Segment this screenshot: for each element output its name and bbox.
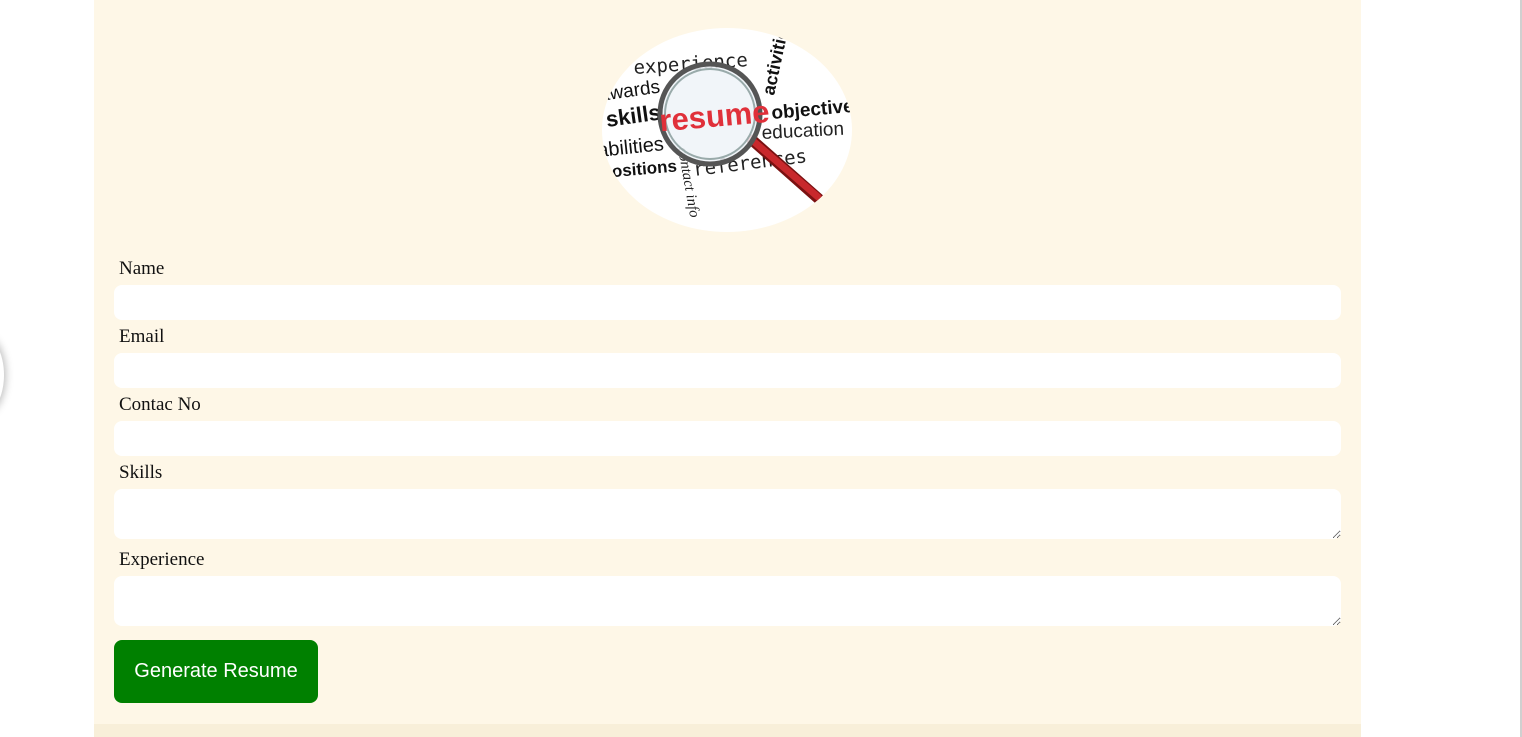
name-label: Name <box>119 258 165 279</box>
resume-form-panel: experience activities awards skills obje… <box>94 0 1361 724</box>
skills-textarea[interactable] <box>114 489 1341 539</box>
resume-logo: experience activities awards skills obje… <box>602 28 852 232</box>
experience-textarea[interactable] <box>114 576 1341 626</box>
email-label: Email <box>119 326 165 347</box>
generate-resume-button[interactable]: Generate Resume <box>114 640 318 703</box>
logo-word-activities: activities <box>758 28 794 97</box>
logo-word-skills: skills <box>604 100 662 132</box>
panel-footer-strip <box>94 724 1361 737</box>
collapsed-side-handle[interactable] <box>0 335 4 415</box>
skills-label: Skills <box>119 462 163 483</box>
contact-no-input[interactable] <box>114 421 1341 456</box>
resume-logo-illustration: experience activities awards skills obje… <box>602 28 852 219</box>
name-input[interactable] <box>114 285 1341 320</box>
scrollbar-edge <box>1520 0 1522 737</box>
experience-label: Experience <box>119 549 205 570</box>
logo-word-education: education <box>761 119 844 144</box>
magnifier-icon: resume <box>657 61 826 206</box>
email-input[interactable] <box>114 353 1341 388</box>
contact-no-label: Contac No <box>119 394 201 415</box>
